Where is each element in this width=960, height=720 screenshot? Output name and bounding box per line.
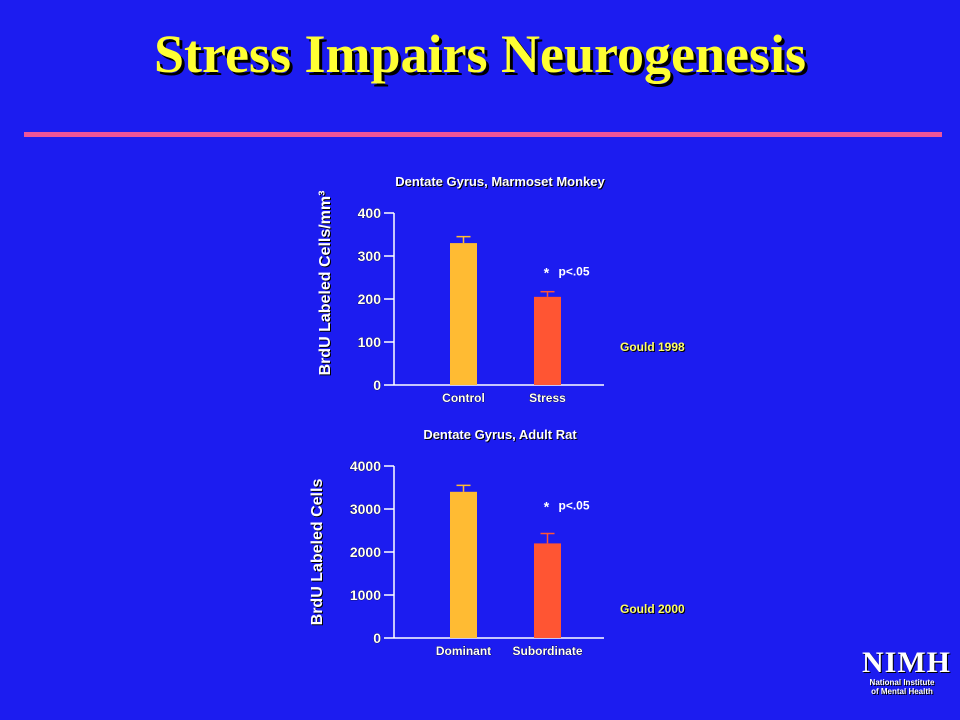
rat-y-axis-label-shadow: BrdU Labeled Cells — [310, 480, 327, 627]
monkey-chart-title-shadow: Dentate Gyrus, Marmoset Monkey — [396, 175, 606, 190]
monkey-chart-title: Dentate Gyrus, Marmoset Monkey — [395, 174, 605, 189]
rat-bar-dominant — [450, 491, 477, 638]
slide-title: Stress Impairs Neurogenesis — [153, 24, 806, 84]
rat-significance-text: p<.05 — [559, 499, 590, 513]
rat-category-label: Subordinate — [512, 644, 582, 658]
monkey-bar-stress — [534, 296, 561, 385]
monkey-y-axis-label: BrdU Labeled Cells/mm³ — [317, 191, 334, 376]
rat-bar-subordinate — [534, 543, 561, 638]
monkey-significance-text: p<.05 — [559, 265, 590, 279]
rat-category-label: Dominant — [436, 644, 491, 658]
rat-chart-title: Dentate Gyrus, Adult Rat — [423, 427, 577, 442]
rat-significance-star: * — [544, 499, 550, 515]
logo-line-2: of Mental Health — [871, 687, 933, 696]
monkey-y-tick-label: 100 — [358, 334, 382, 350]
nimh-logo: NIMH National Institute of Mental Health — [862, 646, 951, 697]
rat-y-tick-label: 0 — [373, 630, 381, 646]
monkey-y-tick-label: 200 — [358, 291, 382, 307]
monkey-category-label: Control — [442, 391, 485, 405]
rat-y-tick-label: 1000 — [350, 587, 381, 603]
monkey-y-tick-label: 300 — [358, 248, 382, 264]
monkey-y-axis-label-shadow: BrdU Labeled Cells/mm³ — [318, 192, 335, 377]
rat-y-tick-label: 4000 — [350, 458, 381, 474]
monkey-y-tick-label: 400 — [358, 205, 382, 221]
logo-line-1: National Institute — [869, 678, 935, 687]
monkey-significance-star: * — [544, 265, 550, 281]
monkey-y-tick-label: 0 — [373, 377, 381, 393]
monkey-bar-control — [450, 243, 477, 385]
rat-y-tick-label: 2000 — [350, 544, 381, 560]
source-credit-rat: Gould 2000 — [620, 602, 685, 616]
rat-y-tick-label: 3000 — [350, 501, 381, 517]
logo-mark: NIMH — [862, 646, 951, 679]
monkey-category-label: Stress — [529, 391, 566, 405]
source-credit-monkey: Gould 1998 — [620, 340, 685, 354]
rat-y-axis-label: BrdU Labeled Cells — [309, 479, 326, 626]
rat-chart-title-shadow: Dentate Gyrus, Adult Rat — [424, 428, 578, 443]
title-divider — [24, 132, 942, 137]
